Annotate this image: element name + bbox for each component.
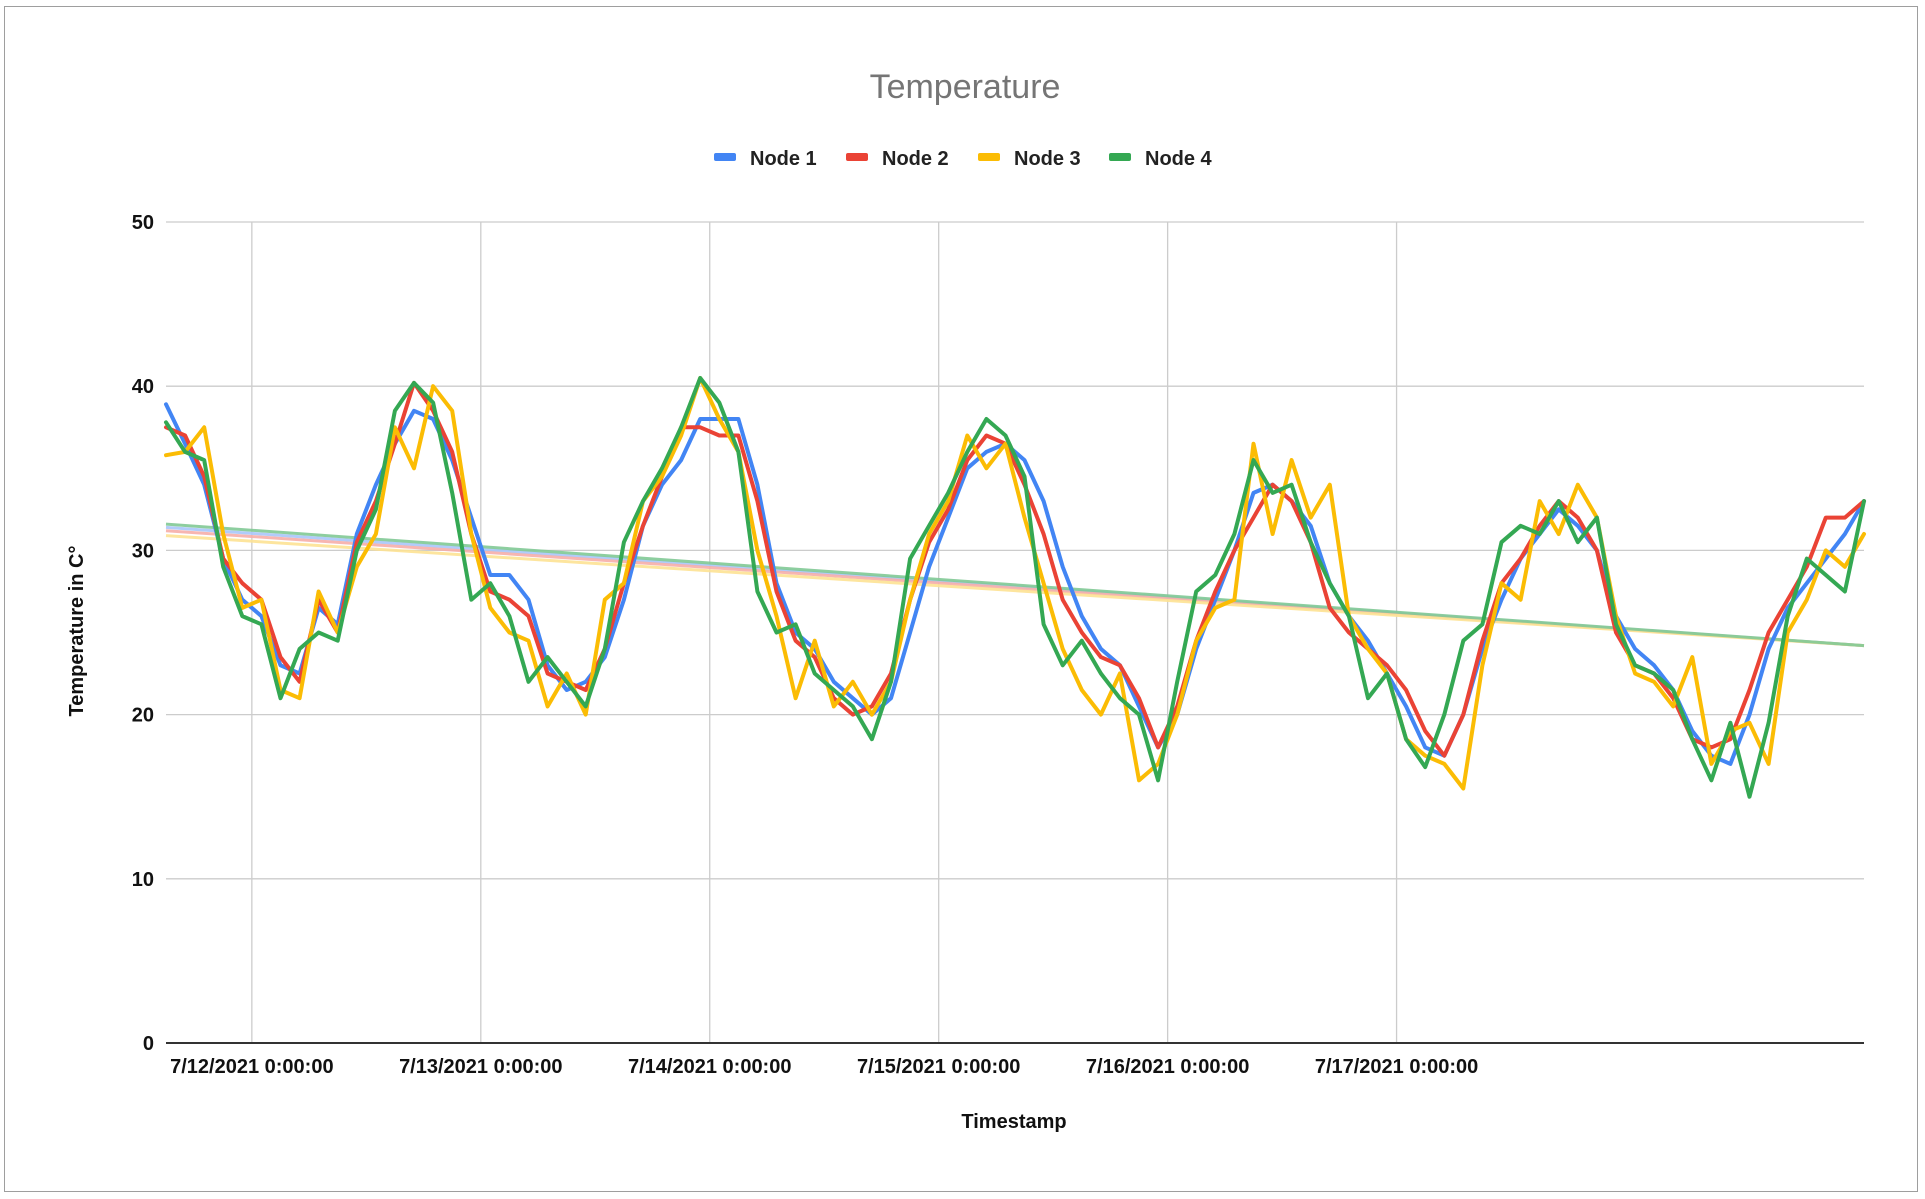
series-layer: [164, 376, 1866, 799]
trendline-node-4: [165, 522, 1865, 648]
x-tick-label: 7/14/2021 0:00:00: [628, 1056, 791, 1078]
legend-label: Node 1: [750, 148, 817, 170]
legend-swatch: [1109, 153, 1131, 161]
chart-title: Temperature: [870, 68, 1061, 106]
y-axis-ticks: 0 10 20 30 40 50: [132, 212, 154, 1055]
series-line-node-3: [164, 376, 1866, 791]
y-tick-label: 10: [132, 869, 154, 891]
legend-swatch: [978, 153, 1000, 161]
legend-item-node-3: Node 3: [978, 148, 1081, 170]
legend-item-node-1: Node 1: [714, 148, 817, 170]
legend-item-node-4: Node 4: [1109, 148, 1213, 170]
legend-item-node-2: Node 2: [846, 148, 949, 170]
legend-label: Node 4: [1145, 148, 1213, 170]
y-tick-label: 40: [132, 376, 154, 398]
legend-swatch: [846, 153, 868, 161]
x-tick-label: 7/16/2021 0:00:00: [1086, 1056, 1249, 1078]
trendline-layer: [165, 522, 1865, 648]
x-axis-ticks: 7/12/2021 0:00:00 7/13/2021 0:00:00 7/14/2…: [170, 1056, 1478, 1078]
y-tick-label: 30: [132, 540, 154, 562]
x-tick-label: 7/17/2021 0:00:00: [1315, 1056, 1478, 1078]
y-tick-label: 20: [132, 705, 154, 727]
legend-label: Node 2: [882, 148, 949, 170]
x-tick-label: 7/13/2021 0:00:00: [399, 1056, 562, 1078]
legend-swatch: [714, 153, 736, 161]
y-axis-title: Temperature in C°: [66, 546, 88, 717]
chart-grid: [166, 221, 1864, 1043]
series-line-node-4: [164, 376, 1866, 799]
legend-label: Node 3: [1014, 148, 1081, 170]
x-tick-label: 7/15/2021 0:00:00: [857, 1056, 1020, 1078]
x-axis-title: Timestamp: [961, 1111, 1066, 1133]
y-tick-label: 0: [143, 1033, 154, 1055]
series-line-node-2: [164, 380, 1866, 758]
trendline-node-3: [165, 534, 1865, 648]
y-tick-label: 50: [132, 212, 154, 234]
chart-legend: Node 1 Node 2 Node 3 Node 4: [714, 148, 1213, 170]
x-tick-label: 7/12/2021 0:00:00: [170, 1056, 333, 1078]
